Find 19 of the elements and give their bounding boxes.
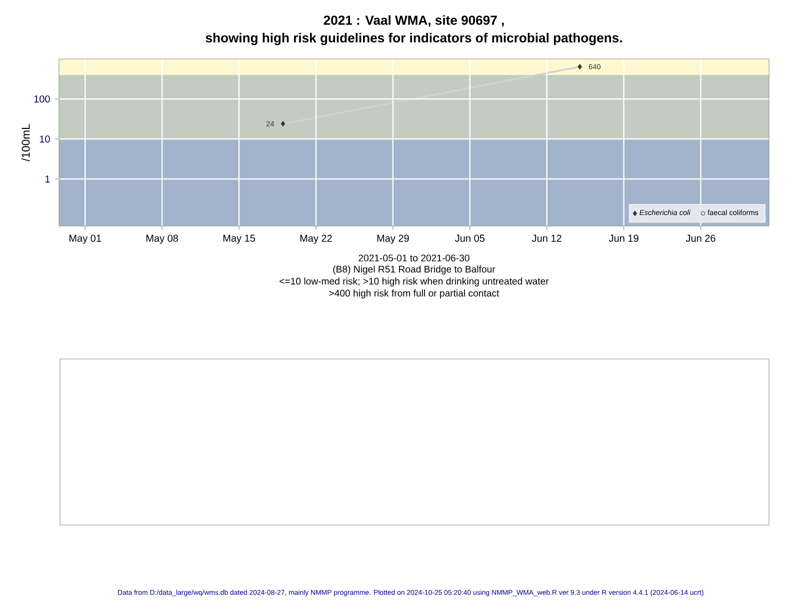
text: >400 high risk from full or partial contact bbox=[329, 290, 500, 298]
x-tick-label: May 29 bbox=[377, 234, 409, 244]
y-axis-title: /100mL bbox=[21, 124, 30, 162]
x-tick-label: May 22 bbox=[300, 234, 332, 244]
chart-title: 2021 : Vaal WMA, site 90697 , bbox=[324, 15, 504, 27]
x-axis-title: 2021-05-01 to 2021-06-30 bbox=[358, 254, 470, 262]
y-tick-label: 10 bbox=[40, 135, 50, 143]
y-tick-label: 1 bbox=[45, 176, 50, 182]
x-tick-label: Jun 26 bbox=[686, 234, 716, 242]
y-tick-label: 100 bbox=[34, 95, 50, 103]
chart-subtitle: showing high risk guidelines for indicators of microbial pathogens. bbox=[206, 32, 622, 46]
x-tick-label: May 15 bbox=[223, 234, 255, 244]
x-tick-label: Jun 05 bbox=[455, 234, 484, 242]
x-tick-label: Jun 12 bbox=[532, 234, 562, 242]
x-tick-label: May 01 bbox=[70, 234, 102, 244]
x-tick-label: Jun 19 bbox=[608, 234, 638, 242]
text: (B8) Nigel R51 Road Bridge to Balfour bbox=[333, 266, 496, 274]
text: <=10 low-med risk; >10 high risk when drinking untreated water bbox=[280, 278, 549, 286]
x-tick-label: May 08 bbox=[146, 234, 178, 244]
